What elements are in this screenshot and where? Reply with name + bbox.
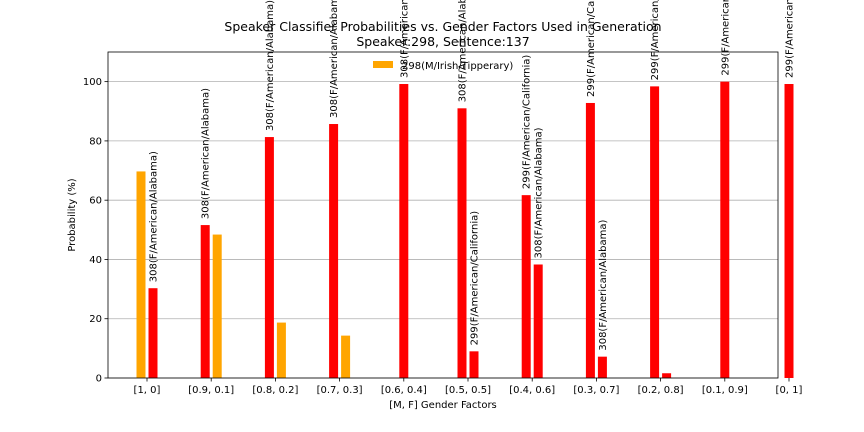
chart-subtitle: Speaker:298, Sentence:137 [356, 34, 529, 49]
bar [137, 171, 146, 378]
bar [341, 336, 350, 378]
y-tick-label: 40 [89, 255, 102, 266]
bar [534, 264, 543, 378]
x-tick-label: [0.8, 0.2] [252, 385, 298, 396]
legend-label: 298(M/Irish/Tipperary) [402, 61, 513, 72]
bar [522, 195, 531, 378]
bar-label: 299(F/American/California) [522, 55, 533, 190]
x-tick-label: [0.2, 0.8] [638, 385, 684, 396]
y-tick-label: 0 [96, 374, 102, 385]
bar [598, 357, 607, 378]
x-tick-label: [0.6, 0.4] [381, 385, 427, 396]
x-tick-label: [0.4, 0.6] [509, 385, 555, 396]
bar-label: 308(F/American/Alabama) [458, 0, 469, 102]
y-axis-label: Probability (%) [67, 178, 78, 251]
bar [470, 351, 479, 378]
bar [785, 84, 794, 378]
bar-label: 308(F/American/Alabama) [598, 220, 609, 351]
bar [265, 137, 274, 378]
bar [277, 323, 286, 378]
chart-title: Speaker Classifier Probabilities vs. Gen… [224, 19, 661, 34]
bar-label: 299(F/American/California) [650, 0, 661, 80]
bar-label: 299(F/American/California) [785, 0, 796, 78]
bar [720, 82, 729, 378]
x-axis-label: [M, F] Gender Factors [389, 400, 497, 411]
y-tick-label: 60 [89, 196, 102, 207]
x-tick-label: [1, 0] [134, 385, 161, 396]
bar-label: 299(F/American/California) [586, 0, 597, 97]
bar [213, 235, 222, 378]
bar [201, 225, 210, 378]
bar-label: 308(F/American/Alabama) [201, 88, 212, 219]
bar-label: 299(F/American/California) [470, 211, 481, 346]
legend-swatch [373, 61, 393, 68]
x-tick-label: [0, 1] [776, 385, 803, 396]
y-tick-label: 20 [89, 314, 102, 325]
bar-label: 308(F/American/Alabama) [329, 0, 340, 118]
bar-label: 299(F/American/California) [720, 0, 731, 76]
x-tick-label: [0.1, 0.9] [702, 385, 748, 396]
bar-label: 308(F/American/Alabama) [149, 151, 160, 282]
bar-label: 308(F/American/Alabama) [534, 127, 545, 258]
bar [329, 124, 338, 378]
bar [586, 103, 595, 378]
bar [458, 108, 467, 378]
x-tick-label: [0.3, 0.7] [573, 385, 619, 396]
x-tick-label: [0.7, 0.3] [317, 385, 363, 396]
bar [149, 288, 158, 378]
y-tick-label: 80 [89, 136, 102, 147]
bar [662, 373, 671, 378]
bar [399, 84, 408, 378]
x-tick-label: [0.9, 0.1] [188, 385, 234, 396]
bar [650, 86, 659, 378]
y-tick-label: 100 [83, 77, 102, 88]
x-tick-label: [0.5, 0.5] [445, 385, 491, 396]
